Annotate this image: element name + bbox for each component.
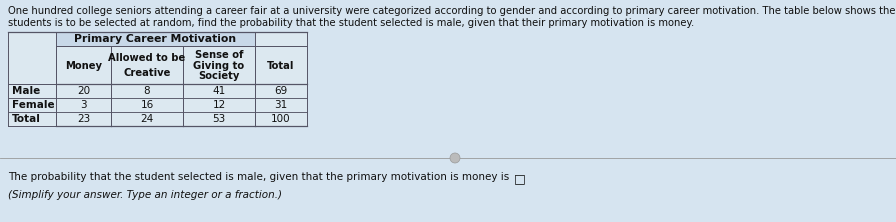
Text: 24: 24 [141,114,153,124]
Bar [255,112,307,126]
Bar [111,84,183,98]
Text: One hundred college seniors attending a career fair at a university were categor: One hundred college seniors attending a … [8,6,896,16]
Bar [255,32,307,46]
Bar [8,98,56,112]
Text: Allowed to be: Allowed to be [108,53,185,63]
Text: students is to be selected at random, find the probability that the student sele: students is to be selected at random, fi… [8,18,694,28]
Bar [8,112,56,126]
Bar [183,84,255,98]
Text: Giving to: Giving to [194,61,245,71]
Text: 31: 31 [274,100,288,110]
Text: 23: 23 [77,114,90,124]
Text: 8: 8 [143,86,151,96]
Text: (Simplify your answer. Type an integer or a fraction.): (Simplify your answer. Type an integer o… [8,190,282,200]
Bar [183,112,255,126]
Text: 16: 16 [141,100,153,110]
Bar [183,46,255,84]
Text: The probability that the student selected is male, given that the primary motiva: The probability that the student selecte… [8,172,509,182]
Bar [8,46,56,84]
Text: Primary Career Motivation: Primary Career Motivation [74,34,237,44]
Bar [56,112,111,126]
Text: □: □ [514,172,526,185]
Text: 69: 69 [274,86,288,96]
Bar [111,98,183,112]
Text: 12: 12 [212,100,226,110]
Text: 3: 3 [80,100,87,110]
Circle shape [450,153,460,163]
Bar [56,46,111,84]
Text: 41: 41 [212,86,226,96]
Bar [255,98,307,112]
Bar [111,112,183,126]
Bar [255,84,307,98]
Text: Male: Male [12,86,40,96]
Bar [8,32,56,46]
Text: Society: Society [198,71,240,81]
Text: Female: Female [12,100,55,110]
Bar [56,32,255,46]
Bar [56,98,111,112]
Text: 20: 20 [77,86,90,96]
Text: Total: Total [267,61,295,71]
Text: 53: 53 [212,114,226,124]
Text: Money: Money [65,61,102,71]
Bar [111,46,183,84]
Bar [8,84,56,98]
Bar [56,84,111,98]
Text: Creative: Creative [124,68,170,78]
Text: Sense of: Sense of [194,50,243,60]
Bar [183,98,255,112]
Text: Total: Total [12,114,41,124]
Text: 100: 100 [271,114,291,124]
Bar [255,46,307,84]
